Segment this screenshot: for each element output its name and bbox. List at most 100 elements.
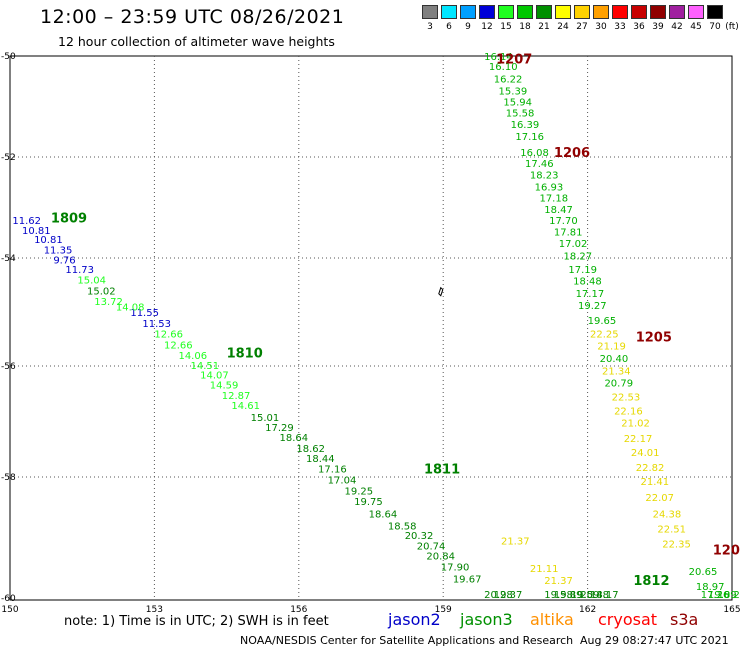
swh-value: 14.06 <box>178 351 207 362</box>
swh-value: 22.16 <box>614 406 643 417</box>
island-outline <box>438 286 444 297</box>
swh-value: 18.64 <box>280 433 309 444</box>
swh-value: 19.67 <box>453 575 482 586</box>
swh-value: 21.34 <box>602 366 631 377</box>
swh-value: 22.51 <box>657 524 686 535</box>
swh-value: 19.65 <box>588 316 617 327</box>
swh-value: 14.61 <box>231 401 260 412</box>
swh-value: 18.44 <box>306 454 335 465</box>
footer-note: note: 1) Time is in UTC; 2) SWH is in fe… <box>64 614 329 629</box>
swh-value: 20.32 <box>405 531 434 542</box>
swh-value: 22.25 <box>590 330 619 341</box>
pass-time-label: 1810 <box>227 347 263 362</box>
swh-value: 15.02 <box>87 286 116 297</box>
swh-value: 21.19 <box>597 341 626 352</box>
swh-value: 17.81 <box>554 228 583 239</box>
swh-value: 20.65 <box>689 567 718 578</box>
swh-value: 10.81 <box>22 226 51 237</box>
swh-value: 14.07 <box>200 370 229 381</box>
scale-label-30: 30 <box>595 22 607 32</box>
swh-value: 12.87 <box>222 391 251 402</box>
lat-tick-label: -56 <box>1 362 16 372</box>
lat-tick-label: -54 <box>1 254 16 264</box>
scale-label-9: 9 <box>465 22 471 32</box>
lon-tick-label: 153 <box>146 605 163 615</box>
scale-swatch-24 <box>555 5 571 19</box>
scale-swatch-33 <box>612 5 628 19</box>
swh-value: 16.39 <box>511 120 540 131</box>
pass-time-label: 1204 <box>713 544 740 559</box>
swh-value: 17.70 <box>549 216 578 227</box>
page-subtitle: 12 hour collection of altimeter wave hei… <box>58 34 335 49</box>
lat-tick-label: -50 <box>1 52 16 62</box>
swh-value: 14.08 <box>116 303 145 314</box>
pass-time-label: 1207 <box>496 53 532 68</box>
swh-value: 12.66 <box>154 330 183 341</box>
lon-tick-label: 156 <box>290 605 307 615</box>
swh-value: 11.35 <box>44 245 73 256</box>
mission-jason2: jason2 <box>388 610 441 629</box>
swh-value: 18.27 <box>564 251 593 262</box>
swh-value: 17.19 <box>568 265 597 276</box>
swh-value: 17.29 <box>265 423 294 434</box>
swh-value: 18.58 <box>388 521 417 532</box>
scale-label-70: 70 <box>709 22 721 32</box>
swh-value: 11.62 <box>12 216 41 227</box>
scale-unit-label: (ft) <box>725 22 739 32</box>
swh-value: 17.02 <box>559 239 588 250</box>
swh-value: 22.35 <box>662 540 691 551</box>
scale-swatch-27 <box>574 5 590 19</box>
lon-tick-label: 150 <box>1 605 18 615</box>
swh-value: 19.25 <box>345 486 374 497</box>
scale-label-21: 21 <box>538 22 550 32</box>
pass-time-label: 1812 <box>633 574 669 589</box>
swh-value: 16.14 <box>484 52 513 63</box>
swh-value: 18.64 <box>369 509 398 520</box>
swh-value: 15.01 <box>251 413 280 424</box>
swh-value: 18.17 <box>590 590 619 601</box>
swh-value: 13.72 <box>94 297 123 308</box>
lon-tick-label: 165 <box>723 605 740 615</box>
swh-value: 24.38 <box>653 509 682 520</box>
swh-value: 21.11 <box>530 564 559 575</box>
swh-value: 16.22 <box>494 75 523 86</box>
swh-value: 17.26 <box>701 590 730 601</box>
pass-time-label: 1206 <box>554 146 590 161</box>
scale-swatch-9 <box>460 5 476 19</box>
swh-value: 17.17 <box>576 289 605 300</box>
swh-value: 22.82 <box>636 463 665 474</box>
scale-swatch-45 <box>688 5 704 19</box>
swh-value: 17.04 <box>328 475 357 486</box>
swh-value: 21.37 <box>501 537 530 548</box>
page-title: 12:00 – 23:59 UTC 08/26/2021 <box>40 6 345 28</box>
swh-value: 20.84 <box>426 552 455 563</box>
scale-label-15: 15 <box>500 22 512 32</box>
swh-value: 11.53 <box>142 319 171 330</box>
footer-timestamp: Aug 29 08:27:47 UTC 2021 <box>580 634 729 647</box>
scale-swatch-12 <box>479 5 495 19</box>
swh-value: 22.53 <box>612 393 641 404</box>
swh-value: 20.48 <box>580 590 609 601</box>
swh-value: 15.94 <box>503 97 532 108</box>
swh-value: 9.76 <box>53 256 75 267</box>
swh-value: 18.62 <box>296 444 325 455</box>
scale-label-6: 6 <box>446 22 452 32</box>
mission-cryosat: cryosat <box>598 610 658 629</box>
swh-value: 20.28 <box>484 590 513 601</box>
swh-value: 15.39 <box>499 86 528 97</box>
swh-value: 24.01 <box>631 448 660 459</box>
scale-swatch-70 <box>707 5 723 19</box>
scale-label-27: 27 <box>576 22 588 32</box>
swh-value: 21.02 <box>621 419 650 430</box>
swh-value: 17.46 <box>525 159 554 170</box>
swh-value: 18.97 <box>696 582 725 593</box>
swh-value: 11.55 <box>130 308 159 319</box>
swh-value: 18.29 <box>718 590 740 601</box>
scale-swatch-3 <box>422 5 438 19</box>
swh-value: 14.51 <box>191 361 220 372</box>
swh-value: 20.79 <box>604 379 633 390</box>
scale-swatch-21 <box>536 5 552 19</box>
swh-value: 19.59 <box>571 590 600 601</box>
mission-jason3: jason3 <box>460 610 513 629</box>
